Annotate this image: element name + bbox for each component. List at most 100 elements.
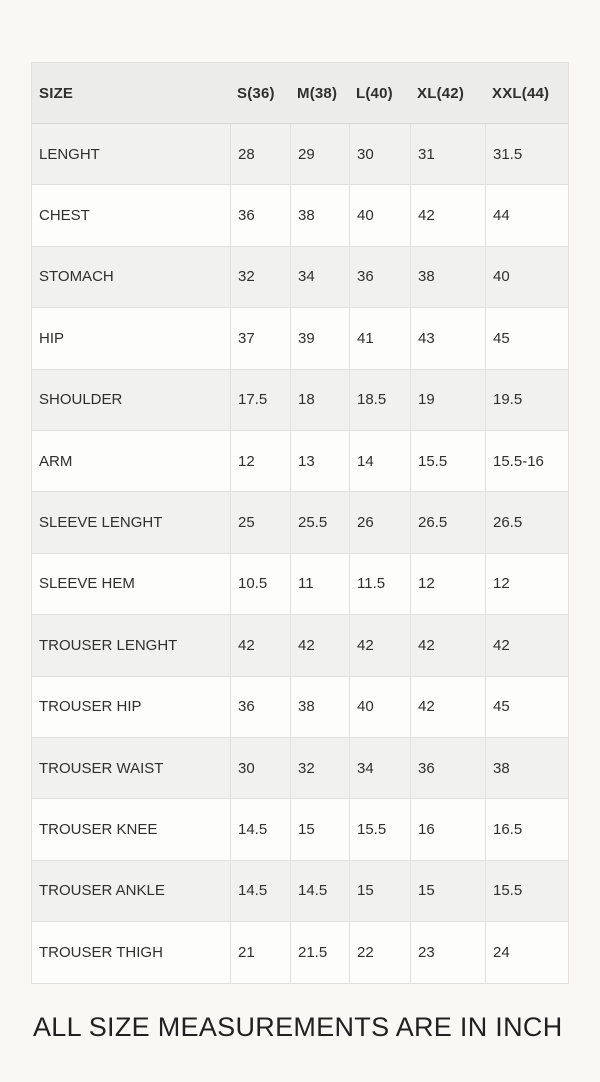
size-header-XL(42): XL(42) [410, 63, 485, 124]
cell-value: 42 [410, 185, 485, 247]
cell-value: 15.5 [410, 430, 485, 493]
table-row: ARM 12 13 14 15.5 15.5-16 [32, 430, 568, 493]
table-row: TROUSER KNEE 14.5 15 15.5 16 16.5 [32, 799, 568, 861]
cell-value: 14.5 [230, 799, 290, 861]
cell-value: 15 [290, 799, 349, 861]
cell-value: 44 [485, 185, 568, 247]
cell-value: 26.5 [410, 492, 485, 554]
cell-value: 25 [230, 492, 290, 554]
cell-value: 36 [349, 246, 410, 309]
cell-value: 45 [485, 308, 568, 370]
row-label: SLEEVE HEM [32, 554, 230, 616]
cell-value: 16.5 [485, 799, 568, 861]
cell-value: 21 [230, 922, 290, 984]
cell-value: 40 [349, 185, 410, 247]
size-header-S(36): S(36) [230, 63, 290, 124]
cell-value: 42 [410, 676, 485, 738]
cell-value: 15.5-16 [485, 430, 568, 493]
cell-value: 41 [349, 308, 410, 370]
cell-value: 38 [290, 185, 349, 247]
cell-value: 42 [290, 615, 349, 677]
table-row: LENGHT 28 29 30 31 31.5 [32, 124, 568, 186]
cell-value: 10.5 [230, 553, 290, 616]
cell-value: 36 [230, 185, 290, 247]
cell-value: 37 [230, 308, 290, 370]
size-header-XXL(44): XXL(44) [485, 63, 568, 124]
cell-value: 22 [349, 922, 410, 984]
cell-value: 15.5 [349, 799, 410, 861]
cell-value: 42 [349, 615, 410, 677]
cell-value: 17.5 [230, 369, 290, 431]
cell-value: 11 [290, 553, 349, 616]
cell-value: 16 [410, 799, 485, 861]
cell-value: 42 [230, 615, 290, 677]
row-label: CHEST [32, 185, 230, 247]
cell-value: 38 [485, 737, 568, 800]
measurement-unit-note: ALL SIZE MEASUREMENTS ARE IN INCH [33, 1012, 563, 1042]
cell-value: 32 [290, 737, 349, 800]
row-label: HIP [32, 308, 230, 370]
cell-value: 14.5 [230, 860, 290, 923]
row-label: TROUSER ANKLE [32, 861, 230, 923]
cell-value: 11.5 [349, 553, 410, 616]
cell-value: 15 [349, 860, 410, 923]
size-column-header: SIZE [32, 63, 230, 124]
cell-value: 23 [410, 922, 485, 984]
cell-value: 42 [485, 615, 568, 677]
cell-value: 12 [485, 553, 568, 616]
cell-value: 30 [349, 124, 410, 186]
cell-value: 25.5 [290, 492, 349, 554]
table-row: HIP 37 39 41 43 45 [32, 308, 568, 370]
table-row: TROUSER HIP 36 38 40 42 45 [32, 676, 568, 738]
cell-value: 14 [349, 430, 410, 493]
table-row: STOMACH 32 34 36 38 40 [32, 246, 568, 309]
cell-value: 38 [290, 676, 349, 738]
row-label: TROUSER LENGHT [32, 615, 230, 677]
cell-value: 38 [410, 246, 485, 309]
row-label: TROUSER HIP [32, 677, 230, 738]
row-label: TROUSER KNEE [32, 799, 230, 861]
size-chart-table: SIZE S(36) M(38) L(40) XL(42) XXL(44) LENGHT 2… [31, 62, 569, 985]
cell-value: 24 [485, 922, 568, 984]
table-row: CHEST 36 38 40 42 44 [32, 185, 568, 247]
cell-value: 15 [410, 860, 485, 923]
cell-value: 36 [410, 737, 485, 800]
table-row: TROUSER ANKLE 14.5 14.5 15 15 15.5 [32, 860, 568, 923]
cell-value: 12 [230, 430, 290, 493]
table-row: SHOULDER 17.5 18 18.5 19 19.5 [32, 369, 568, 431]
row-label: ARM [32, 431, 230, 493]
cell-value: 34 [349, 737, 410, 800]
row-label: SHOULDER [32, 370, 230, 431]
cell-value: 26.5 [485, 492, 568, 554]
cell-value: 19.5 [485, 369, 568, 431]
table-row: SLEEVE HEM 10.5 11 11.5 12 12 [32, 553, 568, 616]
cell-value: 28 [230, 124, 290, 186]
table-row: TROUSER WAIST 30 32 34 36 38 [32, 737, 568, 800]
cell-value: 31 [410, 124, 485, 186]
cell-value: 39 [290, 308, 349, 370]
cell-value: 30 [230, 737, 290, 800]
cell-value: 18.5 [349, 369, 410, 431]
cell-value: 42 [410, 615, 485, 677]
cell-value: 18 [290, 369, 349, 431]
header-row: SIZE S(36) M(38) L(40) XL(42) XXL(44) [32, 63, 568, 124]
table-row: TROUSER LENGHT 42 42 42 42 42 [32, 615, 568, 677]
cell-value: 32 [230, 246, 290, 309]
cell-value: 34 [290, 246, 349, 309]
cell-value: 40 [349, 676, 410, 738]
row-label: LENGHT [32, 124, 230, 186]
cell-value: 12 [410, 553, 485, 616]
cell-value: 15.5 [485, 860, 568, 923]
cell-value: 21.5 [290, 922, 349, 984]
cell-value: 36 [230, 676, 290, 738]
row-label: SLEEVE LENGHT [32, 492, 230, 554]
cell-value: 26 [349, 492, 410, 554]
table-body: LENGHT 28 29 30 31 31.5 CHEST 36 38 40 42 44 STOMACH… [32, 124, 568, 984]
size-header-M(38): M(38) [290, 63, 349, 124]
size-header-L(40): L(40) [349, 63, 410, 124]
cell-value: 43 [410, 308, 485, 370]
row-label: TROUSER THIGH [39, 944, 163, 962]
cell-value: 31.5 [485, 124, 568, 186]
cell-value: 19 [410, 369, 485, 431]
table-row: TROUSER THIGH 21 21.5 22 23 24 [32, 922, 568, 984]
